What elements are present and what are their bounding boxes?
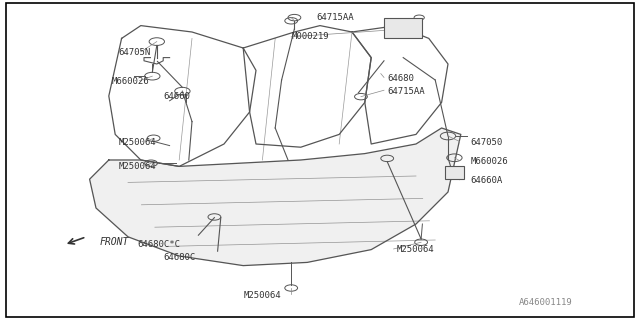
Text: 64680C: 64680C [163,253,195,262]
Polygon shape [90,128,461,266]
Text: M000219: M000219 [291,32,329,41]
Text: M250064: M250064 [118,162,156,171]
Text: 64660: 64660 [163,92,190,100]
Text: 64680: 64680 [387,74,414,83]
Text: 64680C*C: 64680C*C [138,240,180,249]
Text: M250064: M250064 [118,138,156,147]
FancyBboxPatch shape [445,166,464,179]
Text: M250064: M250064 [243,292,281,300]
Text: A646001119: A646001119 [519,298,573,307]
Text: 64715AA: 64715AA [317,13,355,22]
FancyBboxPatch shape [384,18,422,38]
Text: M660026: M660026 [112,77,150,86]
Text: 64660A: 64660A [470,176,502,185]
Text: M660026: M660026 [470,157,508,166]
Text: 64715AA: 64715AA [387,87,425,96]
Text: M250064: M250064 [397,245,435,254]
Text: 64705N: 64705N [118,48,150,57]
Text: 647050: 647050 [470,138,502,147]
Text: FRONT: FRONT [99,236,129,247]
